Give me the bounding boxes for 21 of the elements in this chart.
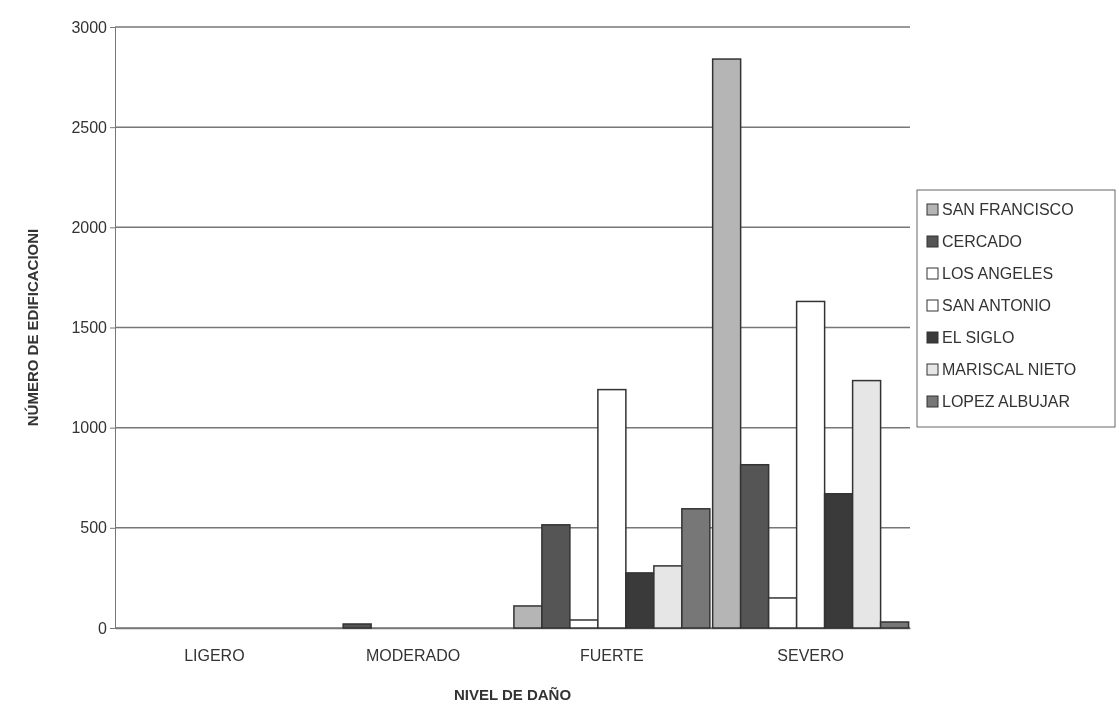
y-axis-title: NÚMERO DE EDIFICACIONI [24, 228, 41, 427]
y-tick-label: 1000 [71, 419, 108, 437]
legend-label: SAN ANTONIO [942, 297, 1052, 314]
x-tick-label: SEVERO [777, 647, 844, 665]
y-tick-label: 1500 [71, 319, 108, 337]
legend-label: LOPEZ ALBUJAR [942, 393, 1071, 410]
legend-label: MARISCAL NIETO [942, 361, 1077, 378]
legend-label: LOS ANGELES [942, 265, 1054, 282]
x-tick-label: LIGERO [184, 647, 245, 665]
y-tick-label: 3000 [71, 18, 108, 36]
y-tick-label: 2500 [71, 118, 108, 136]
bar [342, 623, 372, 629]
legend-label: EL SIGLO [942, 329, 1015, 346]
x-tick-label: MODERADO [366, 647, 461, 665]
legend-label: SAN FRANCISCO [942, 201, 1074, 218]
legend-label: CERCADO [942, 233, 1023, 250]
y-tick-label: 0 [98, 619, 108, 637]
y-tick-label: 2000 [71, 218, 108, 236]
x-tick-label: FUERTE [580, 647, 644, 665]
x-axis-title: NIVEL DE DAÑO [453, 686, 572, 703]
y-tick-label: 500 [80, 519, 108, 537]
